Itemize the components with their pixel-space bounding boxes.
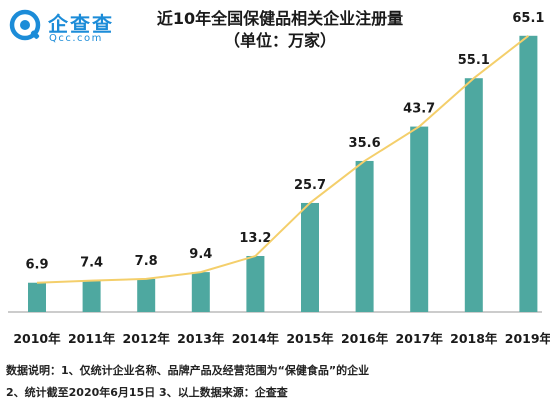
qcc-logo-icon: [9, 9, 41, 41]
bar: [191, 272, 210, 312]
data-label: 25.7: [294, 178, 326, 193]
data-label: 43.7: [403, 102, 435, 117]
bar: [82, 280, 101, 312]
data-label: 55.1: [458, 53, 490, 68]
bar: [464, 78, 483, 313]
x-tick-label: 2019年: [505, 331, 550, 346]
chart-subtitle: （单位：万家）: [223, 31, 336, 50]
data-label: 6.9: [25, 258, 48, 273]
x-tick-label: 2015年: [286, 331, 334, 346]
bar: [246, 255, 265, 312]
x-tick-label: 2014年: [232, 331, 280, 346]
data-label: 7.8: [135, 254, 158, 269]
x-tick-label: 2018年: [450, 331, 498, 346]
logo-name-cn: 企查查: [48, 12, 114, 36]
bar: [137, 278, 156, 312]
logo-name-en: Qcc.com: [49, 33, 103, 44]
data-note-line2: 2、统计截至2020年6月15日 3、以上数据来源：企查查: [6, 386, 288, 399]
data-label: 7.4: [80, 256, 103, 271]
x-tick-label: 2011年: [68, 331, 116, 346]
data-note-line1: 数据说明：1、仅统计企业名称、品牌产品及经营范围为“保健食品”的企业: [6, 364, 370, 377]
x-tick-label: 2016年: [341, 331, 389, 346]
bar: [28, 282, 46, 312]
x-tick-label: 2012年: [123, 331, 171, 346]
data-label: 13.2: [239, 231, 271, 246]
data-label: 9.4: [189, 247, 212, 262]
chart-title: 近10年全国保健品相关企业注册量: [156, 9, 404, 28]
brand-logo: 企查查 Qcc.com: [8, 6, 148, 50]
bar: [355, 160, 374, 312]
bar: [519, 35, 538, 312]
bar: [410, 126, 429, 312]
x-tick-label: 2013年: [177, 331, 225, 346]
bar: [301, 202, 319, 312]
x-tick-label: 2017年: [396, 331, 444, 346]
x-tick-label: 2010年: [13, 331, 61, 346]
data-label: 35.6: [349, 136, 381, 151]
trend-line: [36, 35, 530, 284]
data-label: 65.1: [512, 11, 544, 26]
